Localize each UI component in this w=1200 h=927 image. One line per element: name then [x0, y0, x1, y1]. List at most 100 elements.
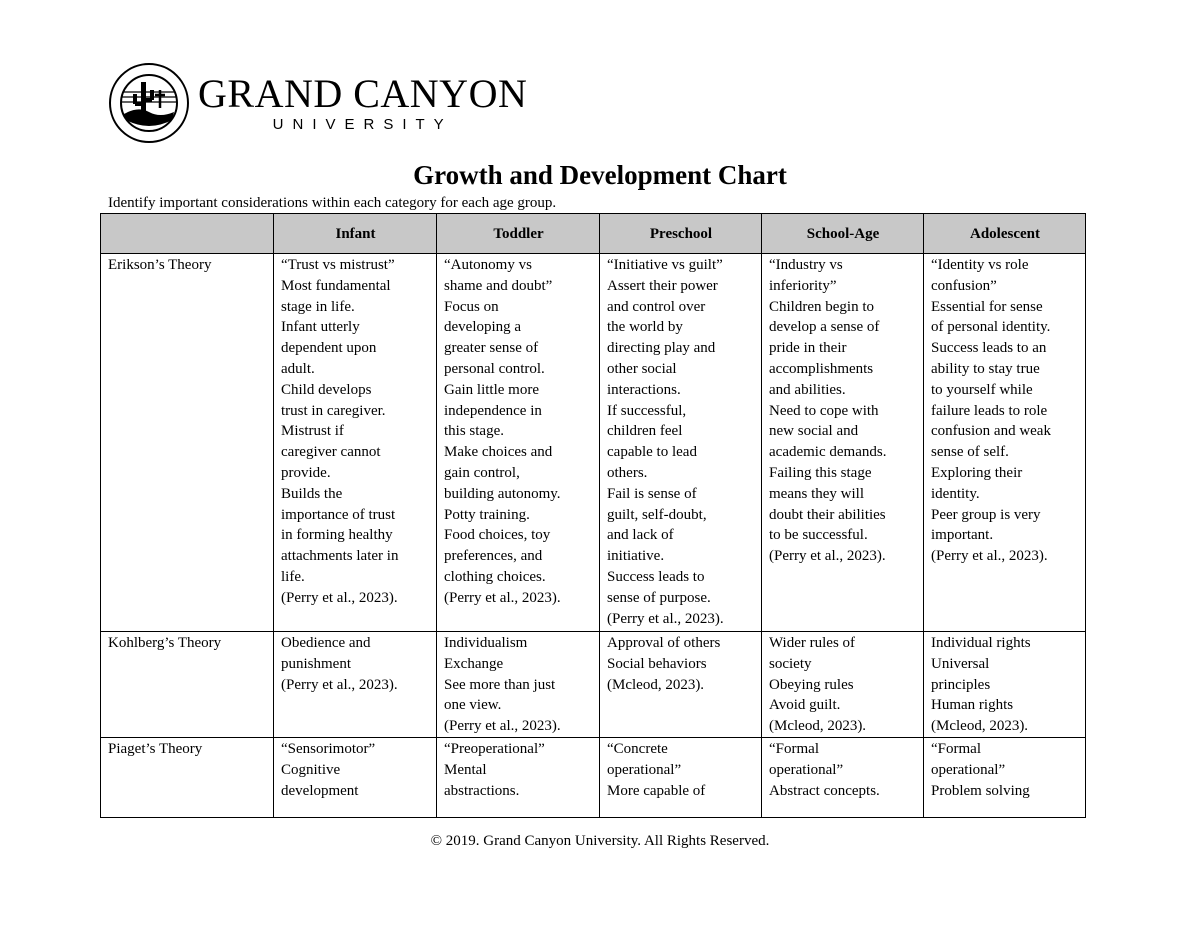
cell-line: Fail is sense of: [607, 485, 697, 502]
cell-line: this stage.: [444, 423, 504, 440]
cell-line: others.: [607, 464, 648, 481]
page-title: Growth and Development Chart: [413, 160, 787, 190]
cell-line: accomplishments: [769, 360, 874, 377]
cell-line: to yourself while: [931, 381, 1033, 398]
development-chart-table: Infant Toddler Preschool School-Age Adolesce…: [100, 213, 1086, 818]
cell-line: attachments later in: [281, 548, 399, 565]
instructions: Identify important considerations within…: [108, 195, 557, 211]
cell-line: inferiority”: [769, 277, 837, 294]
cell-line: Problem solving: [931, 782, 1030, 799]
cell-line: and lack of: [607, 527, 674, 544]
table-row: Piaget’s Theory “Sensorimotor” Cognitive de…: [100, 736, 1086, 818]
cell-line: See more than just: [444, 676, 556, 693]
cell-line: confusion”: [931, 277, 997, 294]
cell-line: of personal identity.: [931, 319, 1051, 336]
cell-line: trust in caregiver.: [281, 402, 386, 419]
cell-line: means they will: [769, 485, 864, 502]
cell-line: importance of trust: [281, 506, 396, 523]
cell-line: Success leads to an: [931, 340, 1047, 357]
cell-line: If successful,: [607, 402, 687, 419]
cell-line: Avoid guilt.: [769, 697, 841, 714]
cell-line: ability to stay true: [931, 360, 1040, 377]
cell-line: Make choices and: [444, 444, 553, 461]
row-label: Kohlberg’s Theory: [100, 631, 274, 738]
cell-line: personal control.: [444, 360, 545, 377]
cell-line: and abilities.: [769, 381, 846, 398]
cell-line: developing a: [444, 319, 522, 336]
row-label: Erikson’s Theory: [100, 253, 274, 632]
cell-line: provide.: [281, 464, 331, 481]
cell-line: “Identity vs role: [931, 257, 1029, 273]
cell-line: (Perry et al., 2023).: [444, 718, 561, 735]
cell-line: (Mcleod, 2023).: [607, 676, 705, 693]
cell-line: Mistrust if: [281, 423, 344, 440]
cell-line: “Sensorimotor”: [281, 740, 376, 757]
cell-line: confusion and weak: [931, 423, 1051, 440]
table-cell: “Preoperational” Mental abstractions.: [436, 736, 600, 818]
cell-line: Failing this stage: [769, 464, 872, 481]
cell-line: Builds the: [281, 485, 343, 502]
cell-line: Need to cope with: [769, 402, 879, 419]
column-header: Adolescent: [923, 213, 1086, 254]
cell-line: Exchange: [444, 655, 504, 672]
cell-line: Gain little more: [444, 381, 539, 398]
cell-line: failure leads to role: [931, 402, 1048, 419]
cell-line: Mental: [444, 761, 487, 778]
cell-line: Children begin to: [769, 298, 874, 315]
cell-line: Success leads to: [607, 568, 705, 585]
cell-line: Universal: [931, 655, 990, 672]
cell-line: Obeying rules: [769, 676, 854, 693]
table-cell: Wider rules of society Obeying rules Avoid …: [761, 631, 924, 738]
cell-line: development: [281, 782, 359, 799]
cell-line: Most fundamental: [281, 277, 391, 294]
cell-line: Human rights: [931, 697, 1014, 714]
table-cell: “Initiative vs guilt” Assert their power a…: [599, 253, 762, 632]
cell-line: and control over: [607, 298, 706, 315]
cell-line: abstractions.: [444, 782, 520, 799]
table-cell: Individualism Exchange See more than just o…: [436, 631, 600, 738]
logo-line2: UNIVERSITY: [272, 115, 453, 133]
cell-line: “Formal: [769, 740, 819, 757]
cell-line: (Perry et al., 2023).: [281, 676, 398, 693]
table-cell: “Concrete operational” More capable of: [599, 736, 762, 818]
cell-line: directing play and: [607, 340, 716, 357]
table-cell: “Identity vs role confusion” Essential for…: [923, 253, 1086, 632]
cell-line: dependent upon: [281, 340, 377, 357]
cell-line: academic demands.: [769, 444, 887, 461]
cell-line: clothing choices.: [444, 568, 546, 585]
header-row: Infant Toddler Preschool School-Age Adolesce…: [100, 213, 1086, 254]
cell-line: in forming healthy: [281, 527, 393, 544]
row-label: Piaget’s Theory: [100, 736, 274, 818]
cell-line: (Mcleod, 2023).: [769, 718, 867, 735]
cell-line: Approval of others: [607, 635, 721, 651]
cell-line: stage in life.: [281, 298, 355, 315]
table-row: Erikson’s Theory “Trust vs mistrust” Most …: [100, 253, 1086, 632]
cell-line: (Perry et al., 2023).: [444, 589, 561, 606]
cell-line: society: [769, 655, 812, 672]
column-header: Preschool: [599, 213, 762, 254]
table-cell: Individual rights Universal principles Huma…: [923, 631, 1086, 738]
table-cell: “Autonomy vs shame and doubt” Focus on deve…: [436, 253, 600, 632]
column-header: Toddler: [436, 213, 600, 254]
cell-line: capable to lead: [607, 444, 697, 461]
cell-line: sense of self.: [931, 444, 1009, 461]
cell-line: Focus on: [444, 298, 499, 315]
cell-line: initiative.: [607, 548, 665, 565]
cell-line: one view.: [444, 697, 502, 714]
table-cell: “Sensorimotor” Cognitive development: [273, 736, 437, 818]
cell-line: (Perry et al., 2023).: [607, 610, 724, 627]
cell-line: Individual rights: [931, 635, 1031, 651]
table-cell: “Industry vs inferiority” Children begin t…: [761, 253, 924, 632]
cell-line: doubt their abilities: [769, 506, 886, 523]
cell-line: Cognitive: [281, 761, 341, 778]
column-header: Infant: [273, 213, 437, 254]
table-cell: Approval of others Social behaviors (Mcleo…: [599, 631, 762, 738]
table-cell: Obedience and punishment (Perry et al., 20…: [273, 631, 437, 738]
cell-line: independence in: [444, 402, 542, 419]
cell-line: new social and: [769, 423, 859, 440]
table-row: Kohlberg’s Theory Obedience and punishment…: [100, 631, 1086, 738]
cell-line: Abstract concepts.: [769, 782, 880, 799]
cell-line: caregiver cannot: [281, 444, 381, 461]
cell-line: operational”: [607, 761, 682, 778]
cell-line: Child develops: [281, 381, 372, 398]
